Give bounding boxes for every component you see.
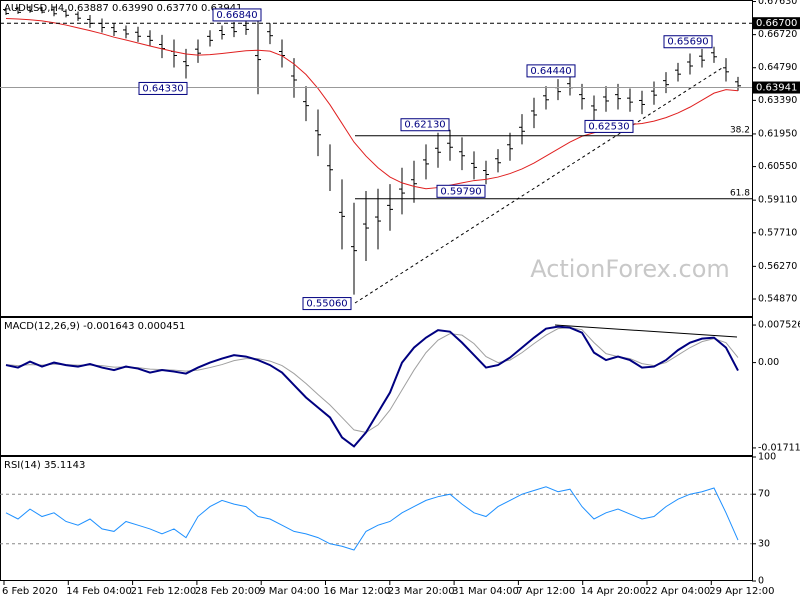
annotation-box bbox=[400, 118, 450, 132]
y-tick-label: 0.00 bbox=[758, 357, 779, 368]
x-tick-label: 16 Mar 12:00 bbox=[324, 586, 391, 597]
level-label-box bbox=[753, 17, 800, 30]
series-line bbox=[5, 327, 739, 433]
annotation-box bbox=[526, 64, 576, 78]
annotation-label: 0.66840 bbox=[216, 10, 257, 21]
y-tick-label: 100 bbox=[758, 452, 776, 463]
series-line bbox=[5, 18, 739, 190]
y-tick-label: 0.64790 bbox=[758, 62, 797, 73]
y-tick-label: -0.017112 bbox=[758, 442, 800, 453]
y-tick-label: 0.67630 bbox=[758, 0, 797, 7]
annotation-box bbox=[302, 297, 352, 311]
x-tick-label: 7 Apr 12:00 bbox=[516, 586, 575, 597]
y-tick-label: 0.66720 bbox=[758, 29, 797, 40]
annotation-label: 0.62530 bbox=[588, 121, 629, 132]
y-tick-label: 0.59110 bbox=[758, 195, 797, 206]
annotation-box bbox=[436, 184, 486, 198]
pane-title: AUDUSD,H4 0.63887 0.63990 0.63770 0.6394… bbox=[4, 3, 242, 14]
annotation-box bbox=[138, 81, 188, 95]
annotation-box bbox=[212, 8, 262, 22]
series-line bbox=[5, 486, 739, 551]
rsi-pane bbox=[0, 456, 753, 581]
annotation-box bbox=[663, 35, 713, 49]
y-tick-label: 30 bbox=[758, 538, 770, 549]
x-tick-label: 6 Feb 2020 bbox=[2, 586, 58, 597]
y-tick-label: 0.57710 bbox=[758, 227, 797, 238]
macd-pane bbox=[0, 317, 753, 456]
x-tick-label: 29 Apr 12:00 bbox=[709, 586, 774, 597]
price-pane bbox=[0, 0, 753, 317]
annotation-label: 0.64440 bbox=[530, 66, 571, 77]
annotation-box bbox=[584, 119, 634, 133]
series-line bbox=[5, 325, 739, 448]
y-tick-label: 0.61950 bbox=[758, 128, 797, 139]
annotation-label: 0.59790 bbox=[440, 186, 481, 197]
y-tick-label: 0.63390 bbox=[758, 95, 797, 106]
y-tick-label: 0.54870 bbox=[758, 294, 797, 305]
x-tick-label: 9 Mar 04:00 bbox=[259, 586, 319, 597]
x-tick-label: 22 Apr 04:00 bbox=[645, 586, 710, 597]
annotation-label: 0.55060 bbox=[306, 299, 347, 310]
level-label: 0.66700 bbox=[756, 18, 797, 29]
x-tick-label: 28 Feb 20:00 bbox=[195, 586, 261, 597]
annotation-label: 0.64330 bbox=[142, 83, 183, 94]
trend-line bbox=[354, 67, 723, 304]
watermark: ActionForex.com bbox=[530, 255, 730, 283]
x-tick-label: 14 Apr 20:00 bbox=[581, 586, 646, 597]
y-tick-label: 0.60550 bbox=[758, 161, 797, 172]
y-tick-label: 0 bbox=[758, 576, 764, 587]
annotation-label: 0.65690 bbox=[667, 37, 708, 48]
pane-title: RSI(14) 35.1143 bbox=[4, 460, 85, 471]
fib-label: 61.8 bbox=[730, 188, 750, 198]
x-tick-label: 31 Mar 04:00 bbox=[452, 586, 519, 597]
y-tick-label: 0.007526 bbox=[758, 320, 800, 331]
x-tick-label: 23 Mar 20:00 bbox=[388, 586, 455, 597]
y-tick-label: 0.56270 bbox=[758, 261, 797, 272]
level-label-box bbox=[753, 81, 800, 94]
y-tick-label: 70 bbox=[758, 489, 770, 500]
level-label: 0.63941 bbox=[756, 83, 797, 94]
x-tick-label: 14 Feb 04:00 bbox=[66, 586, 132, 597]
pane-title: MACD(12,26,9) -0.001643 0.000451 bbox=[4, 321, 185, 332]
macd-trend-line bbox=[554, 324, 738, 338]
annotation-label: 0.62130 bbox=[404, 120, 445, 131]
fib-label: 38.2 bbox=[730, 125, 750, 135]
x-tick-label: 21 Feb 12:00 bbox=[131, 586, 197, 597]
